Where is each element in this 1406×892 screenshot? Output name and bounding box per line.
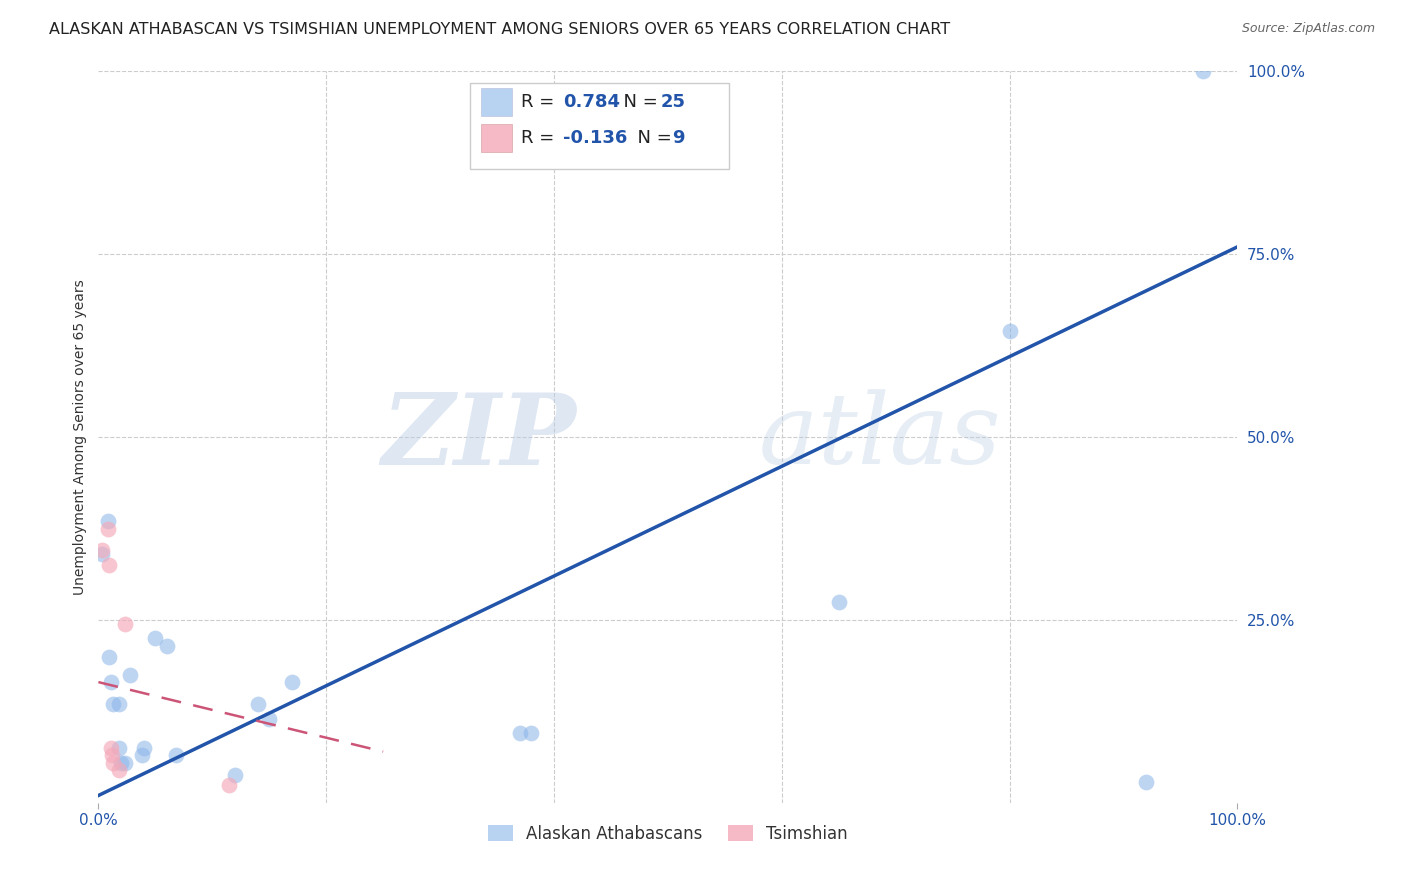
Point: [132, 740, 155, 755]
Text: N =: N =: [626, 129, 678, 147]
Point: [108, 740, 131, 755]
Point: [108, 763, 131, 777]
Point: [114, 756, 136, 770]
Point: [96, 514, 118, 528]
Point: [520, 726, 543, 740]
Point: [998, 324, 1021, 338]
Text: ZIP: ZIP: [382, 389, 576, 485]
Text: 25: 25: [661, 94, 686, 112]
Point: [100, 740, 122, 755]
Point: [131, 748, 153, 763]
Point: [156, 639, 179, 653]
Point: [101, 748, 124, 763]
Text: atlas: atlas: [759, 390, 1001, 484]
Point: [90, 543, 112, 558]
Point: [97, 558, 120, 573]
Text: Source: ZipAtlas.com: Source: ZipAtlas.com: [1241, 22, 1375, 36]
Point: [218, 778, 240, 792]
Point: [224, 768, 246, 782]
Point: [96, 521, 118, 535]
Point: [828, 594, 851, 608]
Point: [108, 697, 131, 711]
Point: [509, 726, 531, 740]
Point: [110, 756, 132, 770]
Point: [165, 748, 187, 763]
Point: [90, 547, 112, 561]
Point: [246, 697, 269, 711]
Legend: Alaskan Athabascans, Tsimshian: Alaskan Athabascans, Tsimshian: [481, 818, 855, 849]
Text: 9: 9: [672, 129, 685, 147]
Point: [1135, 775, 1157, 789]
Y-axis label: Unemployment Among Seniors over 65 years: Unemployment Among Seniors over 65 years: [73, 279, 87, 595]
Text: R =: R =: [520, 94, 560, 112]
Text: -0.136: -0.136: [562, 129, 627, 147]
Text: 0.784: 0.784: [562, 94, 620, 112]
Text: ALASKAN ATHABASCAN VS TSIMSHIAN UNEMPLOYMENT AMONG SENIORS OVER 65 YEARS CORRELA: ALASKAN ATHABASCAN VS TSIMSHIAN UNEMPLOY…: [49, 22, 950, 37]
Point: [103, 756, 125, 770]
Point: [97, 649, 120, 664]
Point: [145, 632, 167, 646]
Text: N =: N =: [612, 94, 664, 112]
Point: [103, 697, 125, 711]
Point: [120, 667, 142, 681]
Point: [259, 712, 281, 726]
Point: [1192, 64, 1215, 78]
Point: [114, 616, 136, 631]
Point: [281, 675, 304, 690]
Point: [100, 675, 122, 690]
Text: R =: R =: [520, 129, 560, 147]
